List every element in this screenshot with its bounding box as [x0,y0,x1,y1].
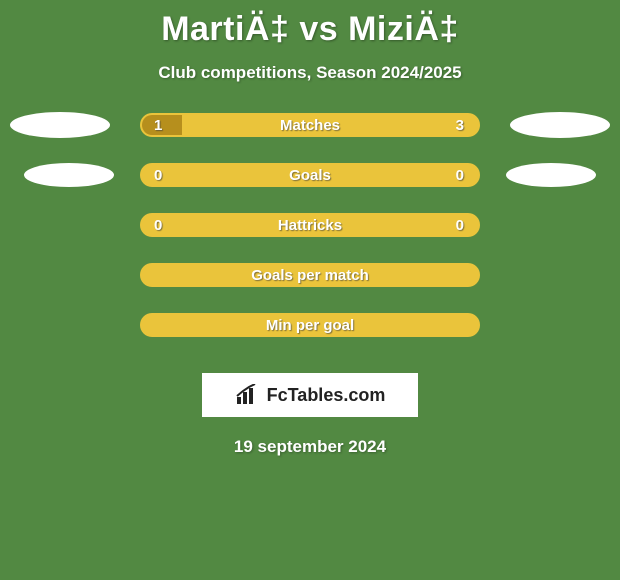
bar-chart-icon [235,384,261,406]
stat-label: Goals [142,165,478,185]
page-title: MartiÄ‡ vs MiziÄ‡ [161,10,459,49]
stat-bar: 0Hattricks0 [140,213,480,237]
stat-label: Hattricks [142,215,478,235]
page-subtitle: Club competitions, Season 2024/2025 [158,63,461,83]
date-label: 19 september 2024 [234,437,386,457]
comparison-chart: 1Matches30Goals00Hattricks0Goals per mat… [0,113,620,363]
source-badge: FcTables.com [202,373,418,417]
stat-bar: 1Matches3 [140,113,480,137]
right-player-marker [506,163,596,187]
comparison-row: Min per goal [0,313,620,337]
stat-label: Min per goal [142,315,478,335]
stat-label: Goals per match [142,265,478,285]
stat-bar: 0Goals0 [140,163,480,187]
comparison-row: 0Goals0 [0,163,620,187]
comparison-row: 0Hattricks0 [0,213,620,237]
stat-label: Matches [142,115,478,135]
comparison-row: 1Matches3 [0,113,620,137]
stat-bar: Goals per match [140,263,480,287]
right-player-marker [510,112,610,138]
stat-bar: Min per goal [140,313,480,337]
comparison-row: Goals per match [0,263,620,287]
stat-right-value: 3 [456,115,464,135]
stat-right-value: 0 [456,215,464,235]
left-player-marker [24,163,114,187]
left-player-marker [10,112,110,138]
stat-right-value: 0 [456,165,464,185]
source-label: FcTables.com [267,385,386,406]
